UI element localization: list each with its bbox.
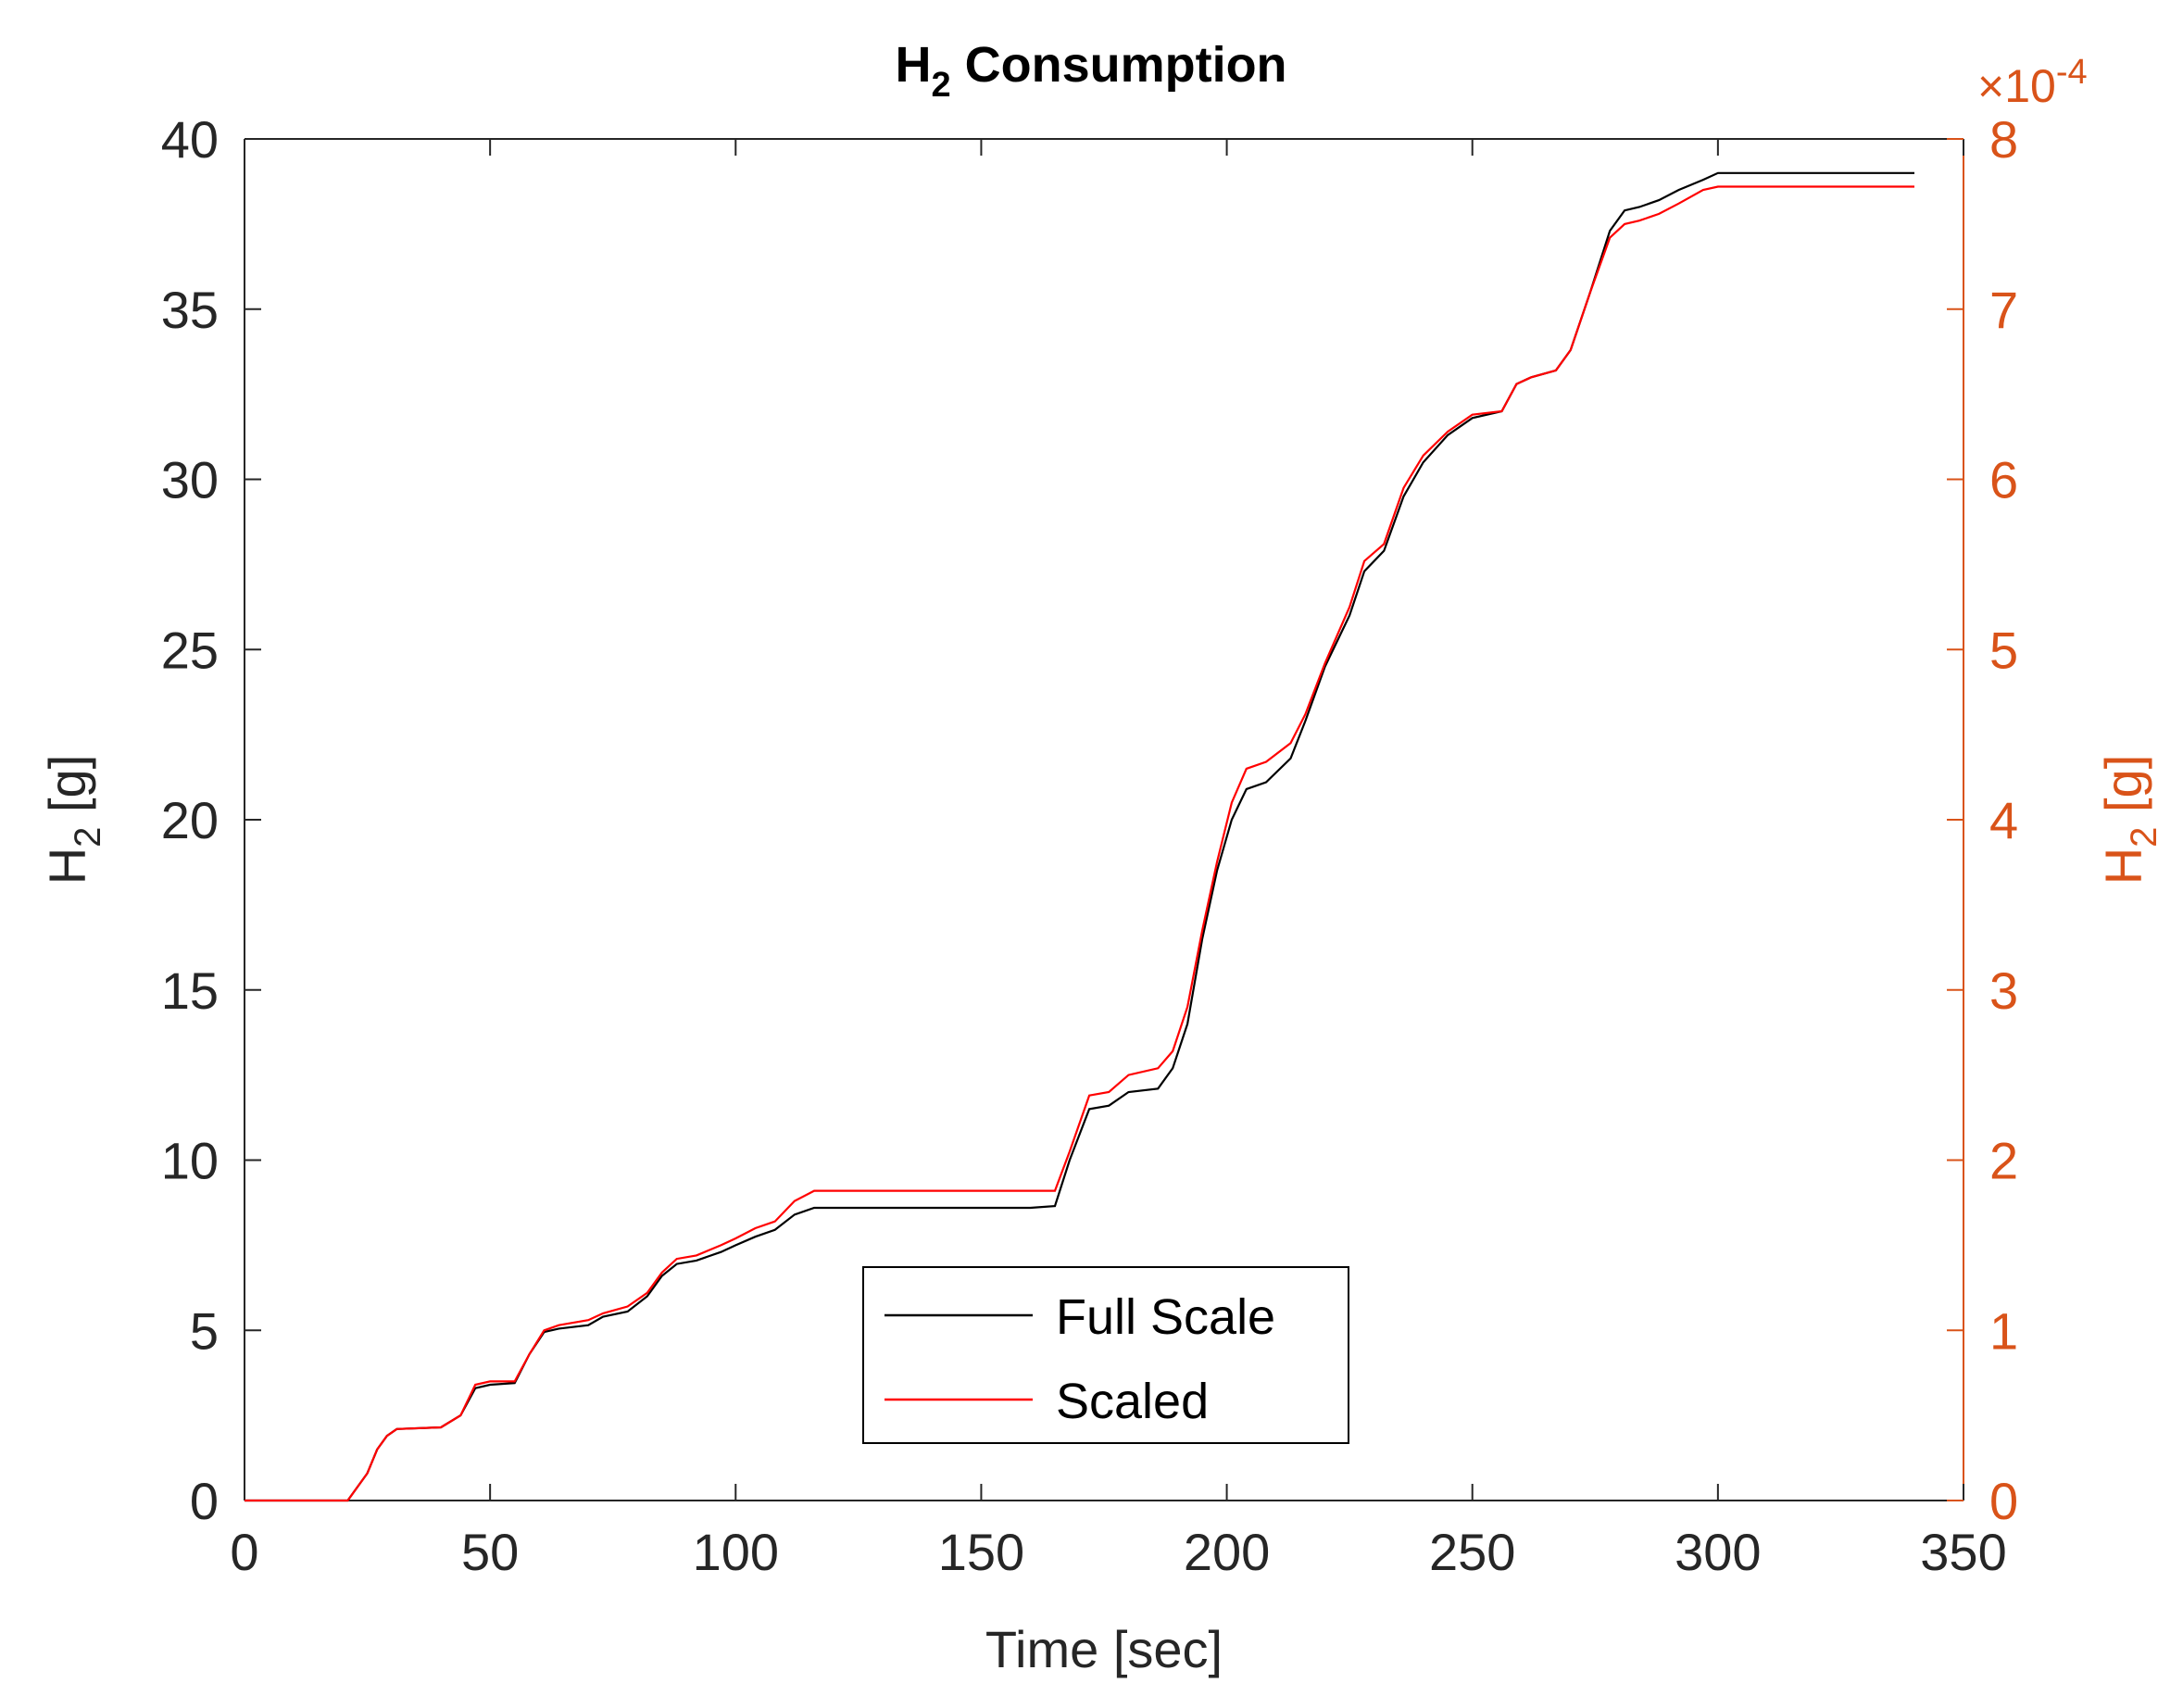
chart-title-subscript: 2	[931, 66, 950, 105]
x-axis-label: Time [sec]	[985, 1620, 1223, 1678]
y-left-tick-label: 30	[161, 451, 219, 509]
x-tick-label: 0	[230, 1523, 258, 1581]
y-left-tick-label: 25	[161, 621, 219, 679]
x-tick-label: 250	[1429, 1523, 1515, 1581]
y-left-tick-label: 0	[190, 1472, 219, 1530]
y-right-label-subscript: 2	[2124, 827, 2164, 848]
y-left-label-subscript: 2	[68, 827, 108, 848]
x-tick-label: 100	[693, 1523, 779, 1581]
y-left-tick-label: 20	[161, 791, 219, 849]
y-left-label-main: H	[38, 848, 96, 885]
right-axis-exponent: ×10-4	[1977, 53, 2088, 112]
y-left-tick-label: 40	[161, 110, 219, 169]
legend: Full Scale Scaled	[862, 1266, 1349, 1444]
y-right-label-main: H	[2094, 848, 2152, 885]
y-right-tick-label: 2	[1989, 1132, 2018, 1190]
y-right-tick-label: 4	[1989, 791, 2018, 849]
y-right-tick-label: 5	[1989, 621, 2018, 679]
x-tick-label: 300	[1675, 1523, 1761, 1581]
y-left-tick-label: 10	[161, 1132, 219, 1190]
y-right-label-rest: [g]	[2094, 755, 2152, 827]
x-tick-label: 50	[461, 1523, 519, 1581]
y-right-tick-label: 0	[1989, 1472, 2018, 1530]
y-right-ticks: 0 1 2 3 4 5 6 7 8	[1947, 110, 2018, 1530]
y-right-tick-label: 7	[1989, 281, 2018, 339]
y-left-label-rest: [g]	[38, 755, 96, 827]
series-line-scaled	[245, 185, 1914, 1502]
y-right-tick-label: 3	[1989, 961, 2018, 1020]
y-right-tick-label: 8	[1989, 110, 2018, 169]
legend-box	[862, 1266, 1349, 1444]
y-left-tick-label: 35	[161, 281, 219, 339]
right-axis-exponent-base: ×10	[1977, 60, 2056, 112]
y-left-tick-label: 5	[190, 1301, 219, 1360]
y-left-tick-label: 15	[161, 961, 219, 1020]
legend-label-scaled: Scaled	[1056, 1374, 1209, 1429]
chart-title-rest: Consumption	[951, 37, 1287, 93]
y-right-axis-label: H2 [g]	[2094, 755, 2164, 885]
legend-label-full-scale: Full Scale	[1056, 1289, 1275, 1345]
y-left-axis-label: H2 [g]	[38, 755, 108, 885]
y-right-tick-label: 1	[1989, 1301, 2018, 1360]
chart-title: H2 Consumption	[895, 37, 1286, 105]
y-right-tick-label: 6	[1989, 451, 2018, 509]
x-ticks: 0 50 100 150 200 250 300 350	[230, 139, 2007, 1581]
right-axis-exponent-power: -4	[2056, 53, 2088, 92]
x-tick-label: 350	[1920, 1523, 2006, 1581]
chart-title-main: H	[895, 37, 931, 93]
x-tick-label: 200	[1184, 1523, 1270, 1581]
x-tick-label: 150	[938, 1523, 1024, 1581]
y-left-ticks: 0 5 10 15 20 25 30 35 40	[161, 110, 261, 1530]
